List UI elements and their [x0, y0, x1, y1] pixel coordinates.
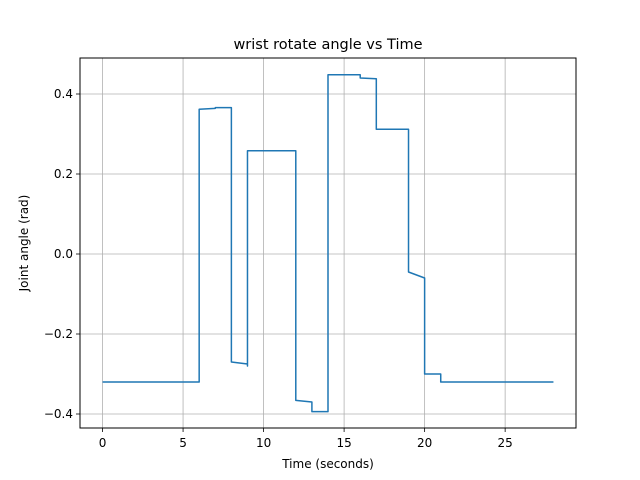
- y-tick-label: −0.4: [44, 407, 73, 421]
- x-tick-label: 25: [498, 436, 513, 450]
- x-tick-label: 0: [99, 436, 107, 450]
- x-tick-label: 10: [256, 436, 271, 450]
- x-tick-label: 5: [179, 436, 187, 450]
- plot-area: [102, 74, 554, 413]
- x-axis-label: Time (seconds): [281, 457, 374, 471]
- chart-title: wrist rotate angle vs Time: [233, 37, 422, 53]
- axes-frame: [79, 57, 577, 429]
- x-tick-label: 15: [336, 436, 351, 450]
- y-tick-label: 0.2: [54, 167, 73, 181]
- series-line-0: [102, 74, 554, 413]
- y-tick-label: 0.4: [54, 87, 73, 101]
- ticks: 0 5 10 15 20 25 −0.4 −0.2 0.0 0.2 0.4: [44, 87, 513, 450]
- y-axis-label: Joint angle (rad): [17, 195, 31, 293]
- x-tick-label: 20: [417, 436, 432, 450]
- y-tick-label: 0.0: [54, 247, 73, 261]
- y-tick-label: −0.2: [44, 327, 73, 341]
